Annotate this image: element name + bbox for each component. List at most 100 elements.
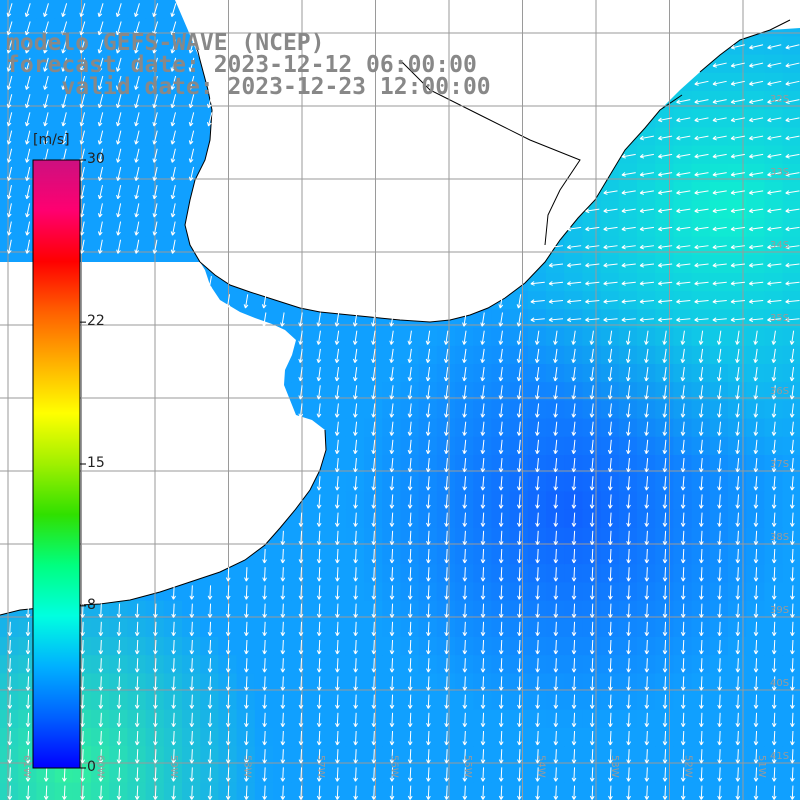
wind-arrow (516, 348, 522, 364)
wind-arrow (680, 530, 686, 546)
wind-cell (400, 618, 420, 638)
wind-cell (436, 728, 456, 747)
wind-arrow (680, 567, 686, 582)
wind-arrow (662, 639, 668, 655)
wind-cell (637, 418, 656, 438)
wind-cell (418, 400, 438, 420)
wind-arrow (316, 603, 322, 618)
wind-arrow (680, 512, 686, 527)
wind-cell (673, 145, 693, 165)
wind-arrow (298, 548, 304, 564)
wind-cell (127, 72, 147, 92)
wind-arrow (444, 512, 449, 527)
wind-cell (273, 564, 292, 583)
wind-arrow (389, 676, 395, 691)
wind-arrow (589, 385, 595, 400)
wind-arrow (134, 621, 140, 637)
wind-cell (72, 782, 92, 800)
wind-arrow (444, 567, 449, 582)
wind-arrow (753, 385, 759, 400)
wind-cell (327, 418, 347, 438)
wind-arrow (116, 767, 122, 782)
wind-cell (728, 72, 747, 92)
wind-arrow (353, 749, 358, 764)
wind-cell (691, 254, 711, 274)
wind-cell (509, 764, 529, 784)
wind-arrow (24, 39, 31, 54)
wind-cell (764, 382, 784, 401)
wind-cell (691, 637, 711, 656)
wind-arrow (680, 476, 686, 491)
wind-arrow (607, 494, 613, 509)
wind-arrow (444, 712, 449, 728)
wind-arrow (462, 676, 468, 691)
wind-cell (236, 655, 256, 674)
wind-cell (436, 382, 456, 401)
wind-cell (36, 91, 56, 110)
wind-cell (218, 691, 238, 711)
wind-cell (109, 109, 128, 128)
wind-cell (36, 764, 56, 784)
wind-cell (0, 0, 19, 19)
wind-cell (345, 473, 365, 492)
wind-cell (109, 91, 128, 110)
wind-cell (600, 673, 620, 693)
wind-cell (546, 364, 565, 383)
wind-cell (327, 509, 347, 529)
wind-cell (600, 200, 620, 219)
wind-cell (400, 509, 420, 529)
wind-arrow (771, 330, 777, 345)
wind-arrow (662, 621, 668, 637)
wind-cell (18, 18, 37, 37)
wind-arrow (644, 348, 649, 364)
wind-arrow (789, 439, 795, 455)
wind-arrow (662, 348, 668, 364)
wind-arrow (589, 439, 595, 455)
wind-cell (91, 127, 110, 147)
wind-arrow (389, 567, 395, 582)
wind-cell (782, 582, 800, 602)
wind-arrow (644, 512, 650, 527)
wind-arrow (426, 585, 431, 600)
wind-arrow (207, 112, 213, 127)
wind-cell (618, 637, 638, 656)
wind-arrow (517, 548, 522, 564)
wind-cell (163, 91, 183, 110)
wind-cell (546, 491, 565, 511)
wind-cell (291, 582, 310, 602)
wind-arrow (207, 749, 213, 764)
wind-arrow (749, 44, 764, 50)
wind-arrow (244, 658, 249, 673)
wind-arrow (717, 658, 722, 673)
wind-arrow (188, 166, 195, 181)
wind-arrow (207, 712, 213, 728)
wind-arrow (548, 244, 564, 250)
wind-cell (163, 54, 183, 74)
wind-cell (564, 473, 583, 492)
wind-cell (546, 382, 565, 401)
wind-cell (564, 673, 583, 693)
wind-arrow (662, 330, 667, 345)
wind-arrow (716, 330, 722, 345)
wind-arrow (188, 75, 195, 90)
wind-arrow (189, 694, 195, 709)
wind-arrow (24, 75, 31, 90)
wind-cell (327, 728, 347, 747)
wind-cell (746, 218, 765, 238)
wind-cell (18, 746, 37, 765)
wind-arrow (644, 421, 649, 436)
wind-cell (746, 764, 765, 784)
wind-arrow (498, 712, 504, 728)
lon-label: 53W (609, 755, 620, 778)
wind-arrow (298, 676, 304, 691)
wind-arrow (25, 694, 31, 709)
wind-cell (509, 546, 529, 565)
wind-arrow (389, 621, 395, 637)
wind-arrow (585, 281, 600, 286)
wind-cell (127, 691, 147, 711)
wind-cell (764, 564, 784, 583)
wind-arrow (753, 585, 759, 600)
wind-arrow (43, 767, 49, 782)
wind-arrow (61, 39, 68, 54)
wind-cell (564, 345, 583, 365)
